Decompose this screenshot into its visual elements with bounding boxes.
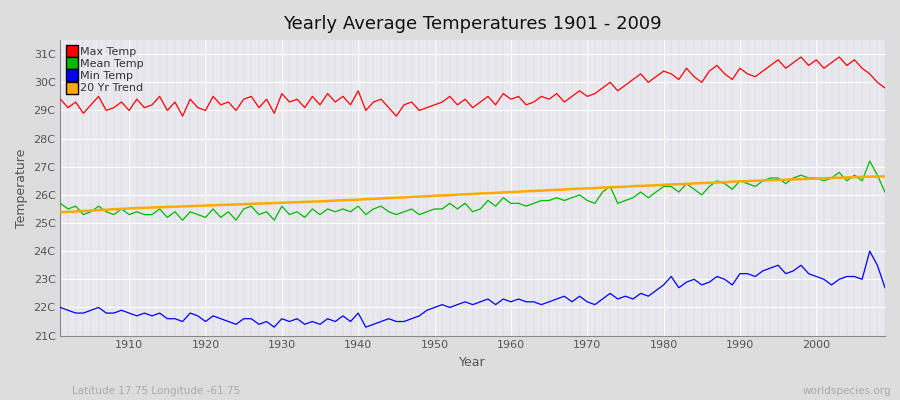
Title: Yearly Average Temperatures 1901 - 2009: Yearly Average Temperatures 1901 - 2009 bbox=[284, 15, 662, 33]
Y-axis label: Temperature: Temperature bbox=[15, 148, 28, 228]
X-axis label: Year: Year bbox=[459, 356, 486, 369]
Text: Latitude 17.75 Longitude -61.75: Latitude 17.75 Longitude -61.75 bbox=[72, 386, 240, 396]
Legend: Max Temp, Mean Temp, Min Temp, 20 Yr Trend: Max Temp, Mean Temp, Min Temp, 20 Yr Tre… bbox=[64, 44, 148, 97]
Text: worldspecies.org: worldspecies.org bbox=[803, 386, 891, 396]
